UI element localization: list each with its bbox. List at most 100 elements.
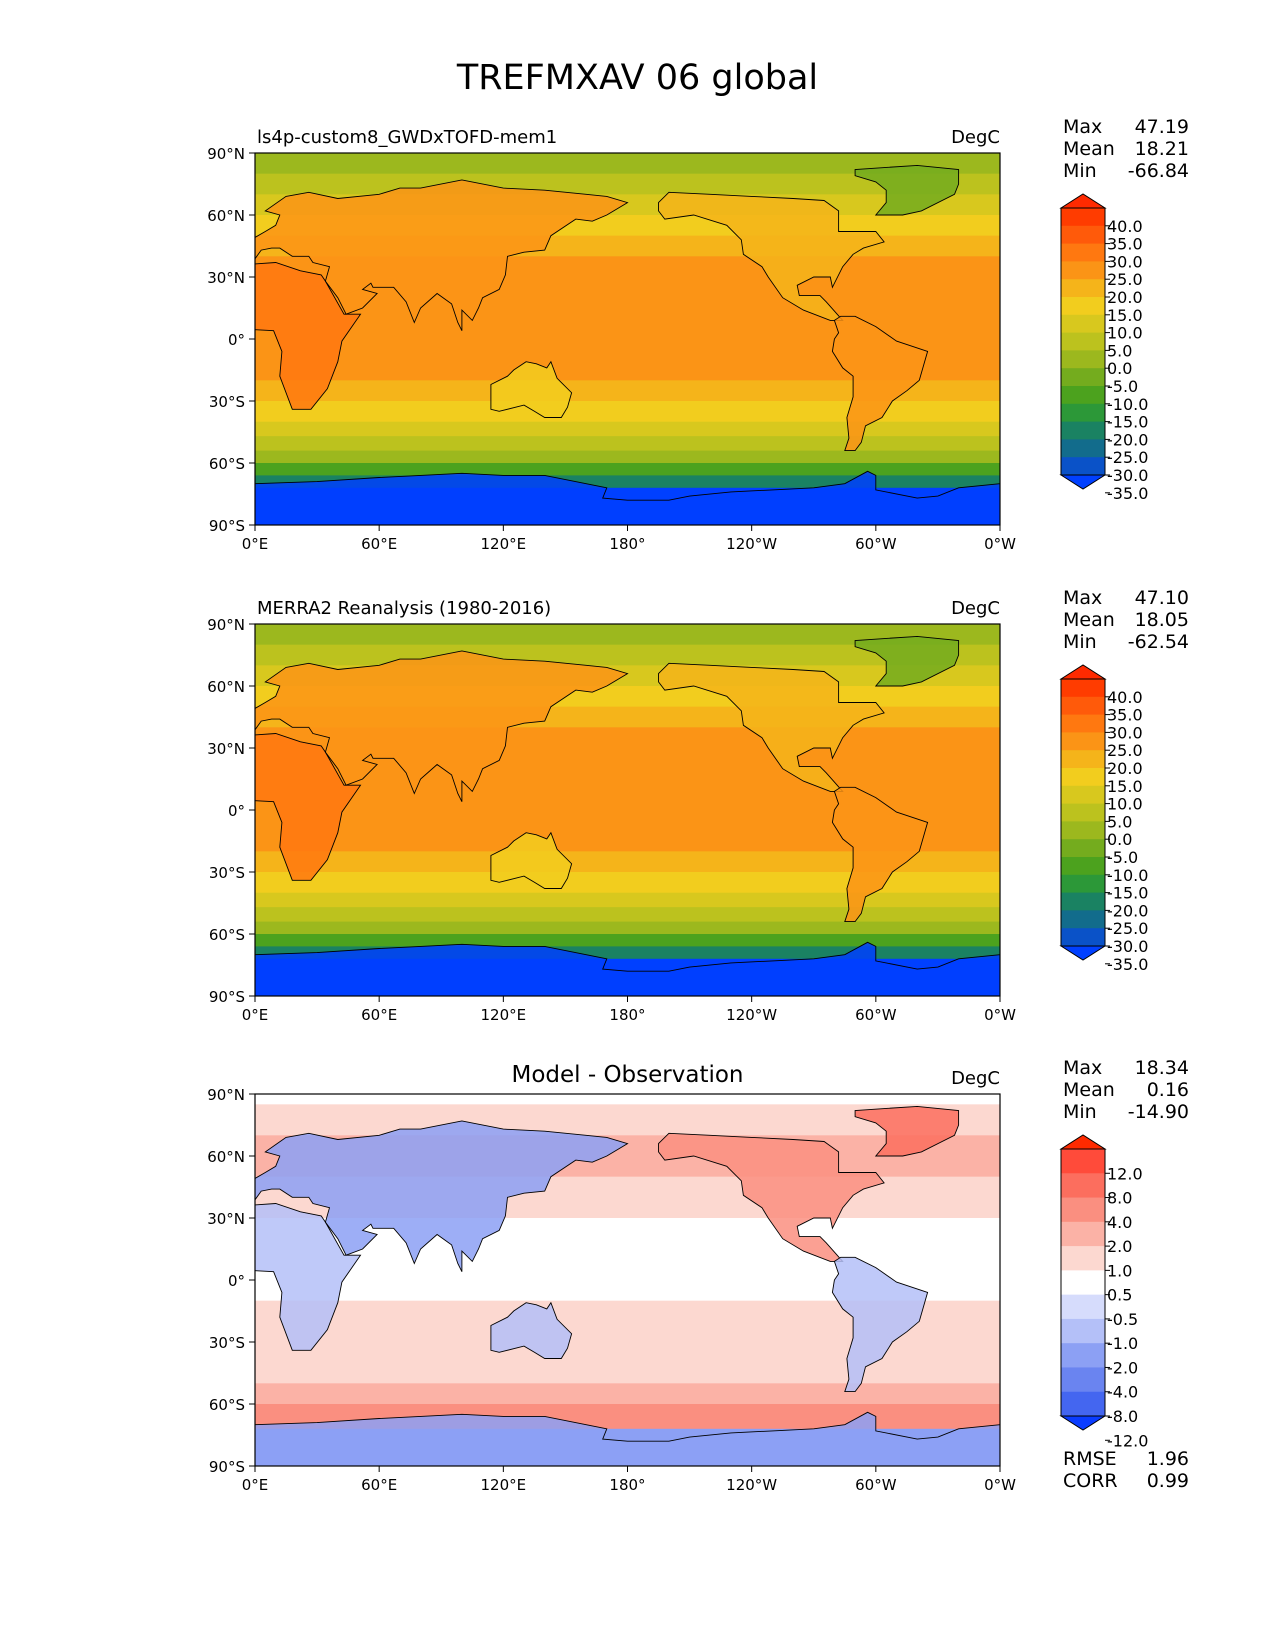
continent-greenland (854, 164, 960, 216)
colorbar-tick-label: -0.5 (1107, 1310, 1138, 1329)
colorbar-segment (1061, 910, 1105, 929)
colorbar-segment (1061, 1294, 1105, 1320)
colorbar-tick-label: 0.0 (1107, 830, 1132, 849)
colorbar-tick-label: 35.0 (1107, 706, 1143, 725)
continent-namerica (658, 191, 885, 321)
colorbar-tick-label: -1.0 (1107, 1334, 1138, 1353)
x-tick-label: 120°W (726, 535, 777, 553)
colorbar-tick-label: 0.5 (1107, 1286, 1132, 1305)
stat-extra-value: 0.99 (1147, 1470, 1189, 1492)
colorbar-tick-label: 2.0 (1107, 1237, 1132, 1256)
colorbar-segment (1061, 279, 1105, 298)
stat-value: -66.84 (1128, 160, 1189, 182)
lat-band (255, 921, 1000, 935)
map-panel-2: MERRA2 Reanalysis (1980-2016) DegC 90°N 60°… (207, 587, 1189, 1024)
colorbar-tick-label: 8.0 (1107, 1189, 1132, 1208)
colorbar-tick-label: -20.0 (1107, 430, 1148, 449)
lat-band (255, 380, 1000, 402)
colorbar-tick-label: -35.0 (1107, 484, 1148, 503)
colorbar-tick-label: -5.0 (1107, 848, 1138, 867)
colorbar-tick-label: 10.0 (1107, 324, 1143, 343)
colorbar-segment (1061, 386, 1105, 405)
stat-label: Mean (1063, 138, 1115, 160)
colorbar-tick-label: 15.0 (1107, 306, 1143, 325)
colorbar: 40.035.030.025.020.015.010.05.00.0-5.0-1… (1059, 664, 1148, 974)
colorbar-tick-label: -4.0 (1107, 1383, 1138, 1402)
y-tick-label: 90°S (209, 988, 245, 1006)
colorbar-tick-label: -8.0 (1107, 1407, 1138, 1426)
stat-label: Max (1063, 116, 1102, 138)
x-tick-label: 60°E (361, 535, 397, 553)
colorbar-segment (1061, 874, 1105, 894)
colorbar-tick-label: 30.0 (1107, 252, 1143, 271)
lat-band (255, 624, 1000, 646)
colorbar-extend-min (1059, 1415, 1107, 1431)
stat-value: 18.21 (1135, 138, 1189, 160)
continent-namerica (658, 662, 885, 792)
colorbar: 12.0 8.0 4.0 2.0 1.0 0.5 -0.5 -1.0 -2.0 -4.0 -8.0 -… (1059, 1134, 1148, 1450)
continent-antarctica (255, 1411, 1000, 1466)
colorbar-tick-label: -20.0 (1107, 901, 1148, 920)
x-tick-label: 120°E (481, 535, 527, 553)
stat-label: Mean (1063, 609, 1115, 631)
y-tick-label: 60°S (209, 926, 245, 944)
colorbar-tick-label: 4.0 (1107, 1213, 1132, 1232)
colorbar-tick-label: -2.0 (1107, 1358, 1138, 1377)
x-tick-label: 60°E (361, 1476, 397, 1494)
y-tick-label: 30°N (207, 1210, 245, 1228)
continent-australia (490, 1301, 573, 1359)
lat-band (255, 153, 1000, 175)
colorbar-tick-label: 40.0 (1107, 217, 1143, 236)
units-label: DegC (951, 598, 1000, 619)
stat-label: Max (1063, 587, 1102, 609)
figure-title: TREFMXAV 06 global (456, 58, 819, 98)
colorbar-segment (1061, 732, 1105, 751)
colorbar-segment (1061, 457, 1105, 476)
colorbar-extend-max (1059, 1134, 1107, 1150)
colorbar-segment (1061, 297, 1105, 316)
stat-value: 47.10 (1135, 587, 1189, 609)
stat-extra-value: 1.96 (1147, 1448, 1189, 1470)
stat-label: Min (1063, 160, 1097, 182)
x-tick-label: 0°W (984, 1476, 1016, 1494)
panel-title: MERRA2 Reanalysis (1980-2016) (257, 598, 551, 619)
colorbar-segment (1061, 1149, 1105, 1174)
colorbar-tick-label: -10.0 (1107, 866, 1148, 885)
panel-title: Model - Observation (511, 1062, 743, 1088)
stat-value: 47.19 (1135, 116, 1189, 138)
colorbar-tick-label: 25.0 (1107, 741, 1143, 760)
stat-value: -14.90 (1128, 1101, 1189, 1123)
continent-namerica (658, 1132, 885, 1262)
lat-band (255, 934, 1000, 947)
colorbar-segment (1061, 750, 1105, 769)
x-tick-label: 0°W (984, 535, 1016, 553)
colorbar-tick-label: -25.0 (1107, 448, 1148, 467)
lat-band (255, 401, 1000, 423)
y-tick-label: 30°S (209, 393, 245, 411)
stats-block: Max 47.10 Mean 18.05 Min -62.54 (1063, 587, 1189, 653)
colorbar-segment (1061, 892, 1105, 911)
x-tick-label: 120°W (726, 1006, 777, 1024)
lat-band (255, 436, 1000, 452)
colorbar-tick-label: 1.0 (1107, 1261, 1132, 1280)
colorbar-tick-label: 5.0 (1107, 812, 1132, 831)
y-tick-label: 90°N (207, 145, 245, 163)
continent-greenland (854, 635, 960, 687)
colorbar-segment (1061, 225, 1105, 245)
colorbar-segment (1061, 368, 1105, 387)
colorbar-segment (1061, 821, 1105, 840)
colorbar-tick-label: -12.0 (1107, 1431, 1148, 1450)
continent-eurasia (255, 1120, 629, 1272)
colorbar-segment (1061, 928, 1105, 947)
colorbar-tick-label: 30.0 (1107, 723, 1143, 742)
x-tick-label: 120°E (481, 1006, 527, 1024)
x-tick-label: 180° (609, 535, 645, 553)
stat-label: Max (1063, 1057, 1102, 1079)
colorbar-tick-label: 0.0 (1107, 359, 1132, 378)
colorbar-segment (1061, 1221, 1105, 1247)
y-tick-label: 30°S (209, 864, 245, 882)
lat-band (255, 450, 1000, 464)
colorbar: 40.035.030.025.020.015.010.05.00.0-5.0-1… (1059, 193, 1148, 503)
lat-band (255, 892, 1000, 908)
stat-extra-label: CORR (1063, 1470, 1118, 1492)
